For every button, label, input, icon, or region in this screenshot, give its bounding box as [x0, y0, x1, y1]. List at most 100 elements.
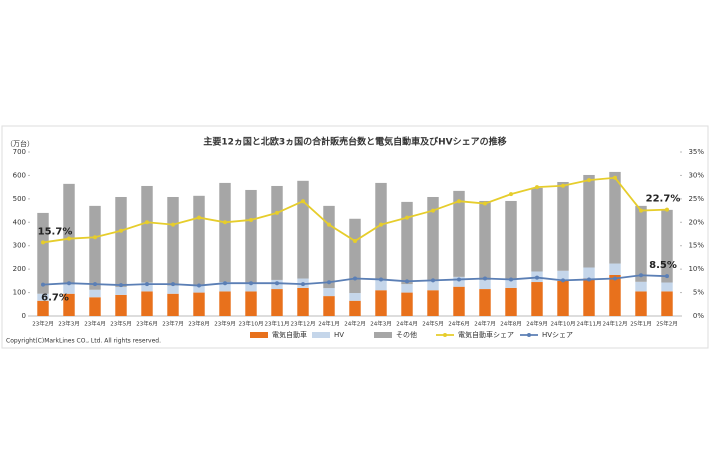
marker — [353, 276, 357, 281]
bar — [583, 267, 595, 279]
bar — [271, 289, 283, 316]
bar — [583, 278, 595, 316]
bar — [63, 284, 75, 294]
data-label: 15.7% — [38, 226, 73, 237]
bar — [635, 291, 647, 316]
marker — [561, 183, 565, 188]
bar — [635, 281, 647, 292]
marker — [483, 201, 487, 206]
bar — [141, 291, 153, 316]
bar — [167, 293, 179, 316]
marker — [457, 277, 461, 282]
data-label: 22.7% — [646, 194, 681, 205]
marker — [457, 199, 461, 204]
marker — [587, 277, 591, 282]
y2-tick-label: 30% — [688, 171, 704, 179]
bar — [453, 276, 465, 287]
bar — [167, 285, 179, 294]
bar — [167, 196, 179, 286]
x-tick-label: 24年10月 — [551, 320, 576, 328]
x-tick-label: 23年6月 — [136, 320, 158, 328]
bar — [401, 201, 413, 285]
marker — [145, 282, 149, 287]
x-tick-label: 25年2月 — [656, 320, 678, 328]
marker — [197, 283, 201, 288]
marker — [405, 215, 409, 220]
x-tick-label: 23年5月 — [110, 320, 132, 328]
x-tick-label: 23年9月 — [214, 320, 236, 328]
x-tick-label: 24年2月 — [344, 320, 366, 328]
bar — [115, 294, 127, 316]
marker — [665, 207, 669, 212]
bar — [661, 282, 673, 292]
bar — [427, 196, 439, 282]
legend-swatch — [443, 333, 447, 337]
marker — [587, 178, 591, 183]
marker — [41, 282, 45, 287]
y2-tick-label: 15% — [688, 242, 704, 250]
bar — [297, 287, 309, 316]
bar — [375, 182, 387, 280]
bar — [63, 293, 75, 316]
marker — [93, 235, 97, 240]
bar — [323, 205, 335, 289]
bar — [453, 190, 465, 277]
bar — [63, 183, 75, 285]
bar — [609, 275, 621, 316]
y2-tick-label: 0% — [693, 312, 704, 320]
x-tick-label: 24年3月 — [370, 320, 392, 328]
bar — [661, 209, 673, 283]
bar — [193, 284, 205, 293]
marker — [509, 277, 513, 282]
bar — [115, 196, 127, 287]
y-tick-label: 0 — [22, 312, 26, 320]
marker — [509, 192, 513, 197]
x-tick-label: 24年8月 — [500, 320, 522, 328]
bar — [349, 293, 361, 301]
bar — [427, 281, 439, 291]
bar — [401, 284, 413, 293]
bar — [505, 200, 517, 279]
bar — [245, 189, 257, 283]
bar — [323, 288, 335, 297]
legend-swatch — [374, 332, 392, 338]
marker — [249, 217, 253, 222]
marker — [171, 282, 175, 287]
bar — [479, 200, 491, 280]
bar — [141, 185, 153, 283]
marker — [223, 281, 227, 286]
bar — [219, 182, 231, 283]
bar — [583, 174, 595, 268]
bar — [453, 286, 465, 316]
y2-tick-label: 25% — [688, 195, 704, 203]
y2-tick-label: 20% — [688, 218, 704, 226]
bar — [557, 280, 569, 316]
bar — [635, 205, 647, 282]
marker — [67, 281, 71, 286]
marker — [301, 282, 305, 287]
x-tick-label: 24年9月 — [526, 320, 548, 328]
x-tick-label: 23年11月 — [265, 320, 290, 328]
x-tick-label: 23年12月 — [291, 320, 316, 328]
bar — [401, 292, 413, 316]
bar — [193, 292, 205, 316]
x-tick-label: 24年11月 — [577, 320, 602, 328]
bar — [37, 293, 49, 301]
x-tick-label: 25年1月 — [630, 320, 652, 328]
bar — [531, 282, 543, 316]
marker — [483, 276, 487, 281]
x-tick-label: 24年1月 — [318, 320, 340, 328]
bar — [115, 286, 127, 295]
legend-label: HVシェア — [542, 331, 573, 339]
legend-swatch — [527, 333, 531, 337]
marker — [197, 215, 201, 220]
bar — [531, 187, 543, 272]
marker — [561, 278, 565, 283]
x-tick-label: 23年7月 — [162, 320, 184, 328]
marker — [249, 281, 253, 286]
bar — [245, 291, 257, 316]
bar — [505, 278, 517, 288]
bar — [297, 180, 309, 279]
chart-title: 主要12ヵ国と北欧3ヵ国の合計販売台数と電気自動車及びHVシェアの推移 — [203, 136, 506, 148]
